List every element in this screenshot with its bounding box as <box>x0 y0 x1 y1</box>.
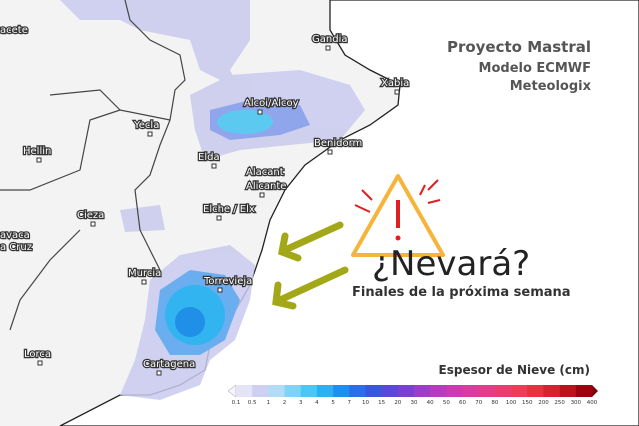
city-marker <box>325 45 331 51</box>
legend-title: Espesor de Nieve (cm) <box>439 363 590 377</box>
legend-swatch <box>478 385 496 397</box>
city-label: Gandia <box>312 34 347 45</box>
legend-label: 2 <box>283 400 287 406</box>
legend-label: 15 <box>378 400 385 406</box>
city-marker <box>147 131 153 137</box>
legend-arrow-right <box>592 385 598 397</box>
city-label: Benidorm <box>314 138 362 149</box>
legend-swatch <box>430 385 447 397</box>
legend-swatch <box>381 385 399 397</box>
city-label: acete <box>0 25 28 36</box>
legend-swatch <box>559 385 577 397</box>
legend-swatch <box>494 385 512 397</box>
city-marker <box>156 370 162 376</box>
city-label: Elche / Elx <box>203 204 255 215</box>
city-label: Cieza <box>77 210 104 221</box>
city-marker <box>36 157 42 163</box>
city-marker <box>257 109 263 115</box>
title: Proyecto Mastral <box>447 38 591 56</box>
borders <box>0 0 186 331</box>
legend-label: 0.5 <box>248 400 257 406</box>
legend-swatch <box>446 385 463 397</box>
city-marker <box>216 215 222 221</box>
source: Meteologix <box>510 79 592 94</box>
legend-swatch <box>268 385 285 397</box>
legend-swatch <box>527 385 544 397</box>
arrows <box>272 221 349 310</box>
legend-label: 3 <box>299 400 303 406</box>
legend-label: 20 <box>394 400 401 406</box>
legend-swatch <box>543 385 560 397</box>
legend-label: 300 <box>571 400 582 406</box>
legend-swatch <box>397 385 415 397</box>
headline: ¿Nevará? <box>372 244 530 284</box>
city-label: Murcia <box>128 268 161 279</box>
headline-subtitle: Finales de la próxima semana <box>352 285 571 300</box>
legend-label: 30 <box>411 400 418 406</box>
city-label: avaca <box>0 230 30 241</box>
legend-label: 250 <box>554 400 565 406</box>
legend: 0.1 0.5 1 2 3 4 5 7 10 15 20 30 40 50 60 70 80 100 150 200 2… <box>226 380 598 406</box>
city-marker <box>394 89 400 95</box>
city-label: Alacant <box>246 167 284 178</box>
city-label: Lorca <box>24 349 51 360</box>
legend-label: 400 <box>587 400 598 406</box>
legend-label: 0.1 <box>232 400 241 406</box>
city-marker <box>259 192 265 198</box>
city-label: Torrevieja <box>203 276 252 287</box>
legend-label: 80 <box>491 400 498 406</box>
legend-label: 5 <box>331 400 335 406</box>
legend-swatch <box>462 385 480 397</box>
city-label: Alcoi/Alcoy <box>244 98 299 109</box>
city-marker <box>211 163 217 169</box>
legend-label: 1 <box>267 400 271 406</box>
legend-label: 40 <box>427 400 434 406</box>
legend-swatch <box>252 385 269 397</box>
city-marker <box>141 279 147 285</box>
city-label: Alicante <box>246 181 286 192</box>
legend-label: 200 <box>538 400 549 406</box>
city-labels: acete Gandia Xabia Alcoi/Alcoy Yecla Hellin Be… <box>0 24 410 376</box>
city-label: Cartagena <box>143 359 195 370</box>
city-label: Hellin <box>23 146 51 157</box>
sea <box>59 0 639 426</box>
legend-label: 10 <box>362 400 369 406</box>
city-label: Elda <box>198 152 220 163</box>
city-marker <box>90 221 96 227</box>
legend-swatch <box>284 385 302 397</box>
legend-swatch <box>365 385 382 397</box>
model: Modelo ECMWF <box>479 61 591 76</box>
city-marker <box>217 287 223 293</box>
legend-swatch <box>300 385 318 397</box>
legend-swatch <box>414 385 431 397</box>
legend-label: 150 <box>522 400 533 406</box>
city-marker <box>37 360 43 366</box>
city-marker <box>327 149 333 155</box>
legend-swatch <box>511 385 528 397</box>
legend-swatch <box>236 385 253 397</box>
city-label: Xabia <box>381 78 409 89</box>
legend-label: 60 <box>459 400 466 406</box>
legend-swatch <box>575 385 593 397</box>
legend-label: 4 <box>315 400 319 406</box>
legend-label: 70 <box>475 400 482 406</box>
city-label: a Cruz <box>0 242 32 253</box>
legend-label: 7 <box>348 400 352 406</box>
legend-swatch <box>349 385 366 397</box>
legend-label: 100 <box>506 400 517 406</box>
legend-swatch <box>333 385 350 397</box>
city-label: Yecla <box>133 120 159 131</box>
legend-swatch <box>316 385 334 397</box>
legend-label: 50 <box>443 400 450 406</box>
warning-icon <box>351 174 445 257</box>
